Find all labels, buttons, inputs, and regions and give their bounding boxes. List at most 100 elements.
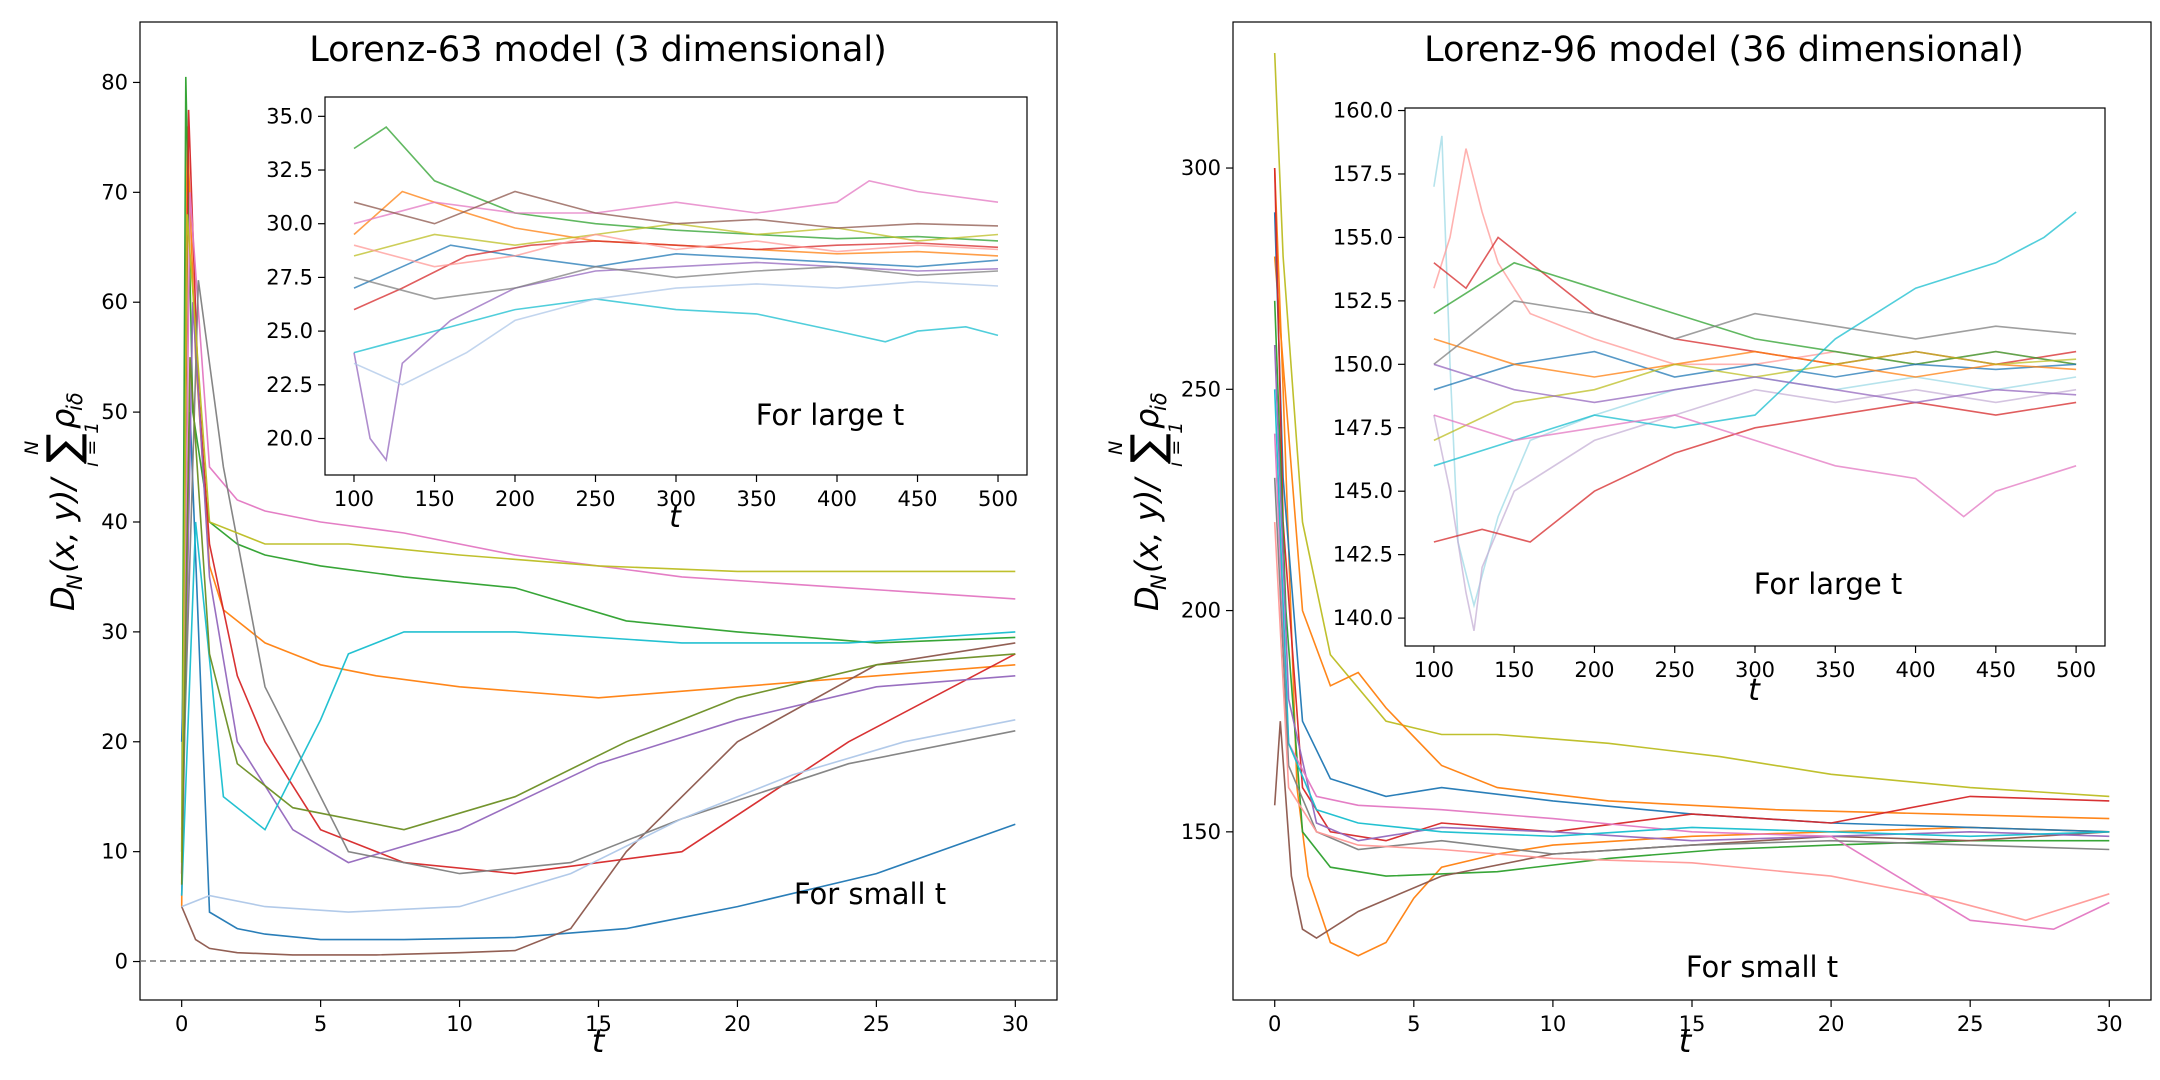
ylabel-sub: N <box>1147 574 1171 590</box>
lorenz96-inset-ytick-label: 145.0 <box>1333 479 1393 503</box>
ylabel-prefix: D <box>44 586 82 611</box>
lorenz63-inset-ytick-label: 20.0 <box>266 426 313 450</box>
lorenz96-inset-series-group <box>1433 135 2077 631</box>
lorenz63-series-light-blue <box>181 719 1016 913</box>
lorenz63-inset-xtick-label: 350 <box>736 487 776 511</box>
lorenz63-inset-series-light-blue <box>353 280 999 386</box>
lorenz96-series-group <box>1273 52 2110 957</box>
lorenz96-xtick-label: 30 <box>2096 1012 2123 1036</box>
lorenz96-inset-xtick-label: 300 <box>1735 658 1775 682</box>
lorenz63-inset-series-salmon <box>353 233 999 268</box>
lorenz96-inset-ytick-label: 140.0 <box>1333 606 1393 630</box>
lorenz96-xtick-label: 0 <box>1268 1012 1281 1036</box>
lorenz96-inset-ytick-label: 147.5 <box>1333 416 1393 440</box>
lorenz63-series-pink <box>180 192 1016 874</box>
lorenz96-ticks: 0 5 10 15 20 25 30 150 200 250 300 <box>1181 156 2123 1036</box>
lorenz96-inset-ticks: 100 150 200 250 300 350 400 450 500 140.0 142.5 145… <box>1333 99 2096 682</box>
lorenz63-ytick-label: 30 <box>101 620 128 644</box>
lorenz63-inset-ytick-label: 22.5 <box>266 373 313 397</box>
lorenz96-xtick-label: 10 <box>1540 1012 1567 1036</box>
lorenz96-inset-series-orange <box>1433 338 2077 378</box>
lorenz63-inset-xtick-label: 200 <box>495 487 535 511</box>
lorenz63-inset-series-gray <box>353 265 999 300</box>
ylabel-sum: ∑ <box>38 433 89 463</box>
lorenz63-ylabel: D N (x, y)/ ∑ N i = 1 ρ iδ <box>21 392 103 611</box>
lorenz96-series-salmon <box>1273 522 2110 922</box>
lorenz96-inset-xtick-label: 100 <box>1414 658 1454 682</box>
lorenz63-inset-xtick-label: 150 <box>414 487 454 511</box>
lorenz63-inset-series-red <box>353 240 999 311</box>
lorenz63-series-purple <box>180 302 1016 896</box>
lorenz96-xlabel: t <box>1679 1022 1693 1060</box>
lorenz96-inset-xtick-label: 450 <box>1976 658 2016 682</box>
lorenz63-xtick-label: 5 <box>314 1012 327 1036</box>
lorenz96-inset-series-blue <box>1433 350 2077 391</box>
lorenz96-title: Lorenz-96 model (36 dimensional) <box>1424 30 2024 70</box>
lorenz63-ytick-label: 20 <box>101 730 128 754</box>
lorenz96-xtick-label: 5 <box>1407 1012 1420 1036</box>
lorenz96-inset-series-lavender <box>1433 388 2077 631</box>
lorenz96-inset-annotation: For large t <box>1754 567 1903 601</box>
lorenz96-inset-xtick-label: 200 <box>1574 658 1614 682</box>
lorenz96-series-gray <box>1273 477 2110 855</box>
ylabel-rho-sub: iδ <box>63 392 87 411</box>
lorenz63-series-dark-olive <box>180 357 1016 885</box>
lorenz63-ytick-label: 10 <box>101 840 128 864</box>
lorenz96-ytick-label: 150 <box>1181 820 1221 844</box>
ylabel-sum-bottom: i = 1 <box>1165 422 1187 467</box>
ylabel-rho: ρ <box>1128 409 1166 429</box>
lorenz96-series-brown <box>1273 721 2110 939</box>
lorenz96-inset-series-gray <box>1433 300 2077 365</box>
lorenz96-series-pink <box>1273 433 2110 931</box>
lorenz63-inset-xtick-label: 300 <box>656 487 696 511</box>
lorenz96-inset-xtick-label: 250 <box>1655 658 1695 682</box>
lorenz96-inset-ytick-label: 150.0 <box>1333 352 1393 376</box>
lorenz63-inset-xtick-label: 400 <box>817 487 857 511</box>
lorenz96-inset-xtick-label: 350 <box>1815 658 1855 682</box>
lorenz96-inset-series-green <box>1433 261 2077 366</box>
lorenz63-ytick-label: 60 <box>101 290 128 314</box>
lorenz96-inset-xlabel: t <box>1748 673 1761 708</box>
lorenz96-inset-series-purple <box>1433 363 2077 404</box>
lorenz63-annotation: For small t <box>794 877 946 911</box>
lorenz63-inset-xtick-label: 250 <box>575 487 615 511</box>
lorenz63-series-cyan <box>180 521 1016 896</box>
lorenz63-inset-ytick-label: 25.0 <box>266 319 313 343</box>
ylabel-sum-top: N <box>21 441 43 455</box>
lorenz63-inset-ticks: 100 150 200 250 300 350 400 450 500 20.0 22.5 25.0 2… <box>266 104 1018 511</box>
lorenz96-panel: Lorenz-96 model (36 dimensional) 0 5 10 15 2… <box>1105 21 2152 1060</box>
lorenz63-panel: Lorenz-63 model (3 dimensional) 0 5 10 15 20… <box>21 21 1058 1060</box>
lorenz96-inset-series-light-cyan <box>1433 135 2077 609</box>
ylabel-args: (x, y)/ <box>44 476 82 573</box>
lorenz96-series-cyan <box>1273 389 2110 838</box>
ylabel-rho-sub: iδ <box>1147 392 1171 411</box>
lorenz63-ytick-label: 50 <box>101 400 128 424</box>
lorenz96-inset-ytick-label: 157.5 <box>1333 162 1393 186</box>
lorenz96-inset-xtick-label: 400 <box>1896 658 1936 682</box>
lorenz63-series-brown <box>180 642 1016 956</box>
lorenz96-series-blue <box>1273 212 2110 833</box>
lorenz96-xtick-label: 20 <box>1818 1012 1845 1036</box>
ylabel-sum-top: N <box>1105 441 1127 455</box>
lorenz96-series-red <box>1273 167 2110 842</box>
lorenz63-inset-series-green <box>353 126 999 242</box>
lorenz63-inset-ytick-label: 35.0 <box>266 104 313 128</box>
lorenz63-inset-series-blue <box>353 244 999 289</box>
lorenz96-inset-ytick-label: 160.0 <box>1333 99 1393 123</box>
lorenz96-inset-series-cyan <box>1433 211 2077 467</box>
lorenz63-inset-ytick-label: 27.5 <box>266 265 313 289</box>
lorenz63-xlabel: t <box>592 1022 606 1060</box>
lorenz63-series-green <box>180 76 1016 852</box>
lorenz63-title: Lorenz-63 model (3 dimensional) <box>309 30 887 70</box>
lorenz96-inset-xtick-label: 500 <box>2056 658 2096 682</box>
ylabel-sub: N <box>63 574 87 590</box>
lorenz63-xtick-label: 20 <box>724 1012 751 1036</box>
lorenz63-xtick-label: 0 <box>175 1012 188 1036</box>
lorenz96-ytick-label: 300 <box>1181 156 1221 180</box>
lorenz63-ytick-label: 80 <box>101 70 128 94</box>
lorenz63-series-olive <box>180 214 1016 863</box>
lorenz63-ytick-label: 70 <box>101 180 128 204</box>
lorenz96-inset-series-pink <box>1433 414 2077 518</box>
lorenz96-inset-xtick-label: 150 <box>1494 658 1534 682</box>
lorenz96-ylabel: D N (x, y)/ ∑ N i = 1 ρ iδ <box>1105 392 1187 611</box>
